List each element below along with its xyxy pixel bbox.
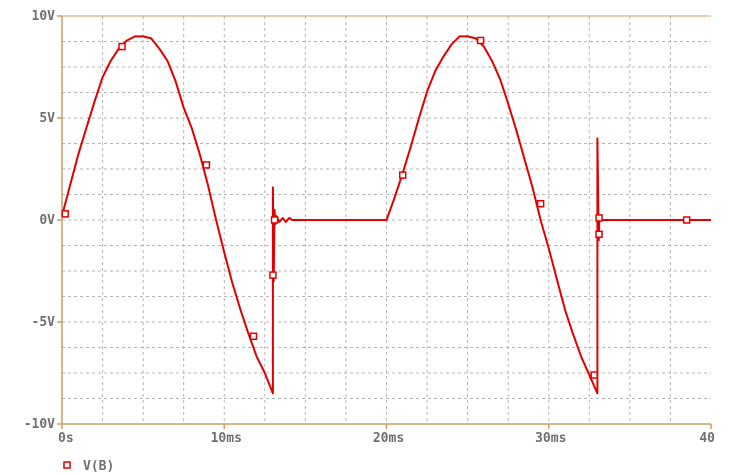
series-marker-v-b — [590, 371, 598, 379]
x-tick-label: 20ms — [373, 431, 404, 446]
x-tick-label: 40 — [699, 431, 715, 446]
x-tick-label: 30ms — [535, 431, 566, 446]
legend-marker-v-b — [63, 461, 71, 469]
series-marker-v-b — [595, 230, 603, 239]
axes — [57, 15, 712, 429]
legend-label-v-b: V(B) — [83, 459, 114, 474]
series-marker-v-b — [269, 271, 277, 279]
series-marker-v-b — [249, 332, 258, 341]
series-marker-v-b — [682, 216, 691, 224]
series-marker-v-b — [595, 214, 603, 222]
y-tick-label: -5V — [32, 315, 56, 330]
y-tick-label: 10V — [32, 9, 56, 24]
x-tick-label: 10ms — [211, 431, 242, 446]
series-marker-v-b — [61, 210, 69, 218]
y-tick-label: 5V — [39, 111, 55, 126]
series-marker-v-b — [202, 161, 211, 169]
series-line-v-b — [61, 35, 711, 395]
series-marker-v-b — [398, 171, 407, 179]
tick-labels: 0s 10ms 20ms 30ms 40 10V 5V 0V -5V -10V — [24, 9, 715, 446]
y-tick-label: -10V — [24, 417, 55, 432]
marker-layer — [61, 36, 691, 379]
series-marker-v-b — [536, 199, 545, 208]
series-layer — [61, 35, 711, 395]
series-marker-v-b — [118, 42, 126, 51]
series-marker-v-b — [270, 216, 279, 224]
y-tick-label: 0V — [39, 213, 55, 228]
series-marker-v-b — [476, 36, 485, 45]
legend: V(B) — [63, 459, 114, 474]
x-tick-label: 0s — [58, 431, 74, 446]
